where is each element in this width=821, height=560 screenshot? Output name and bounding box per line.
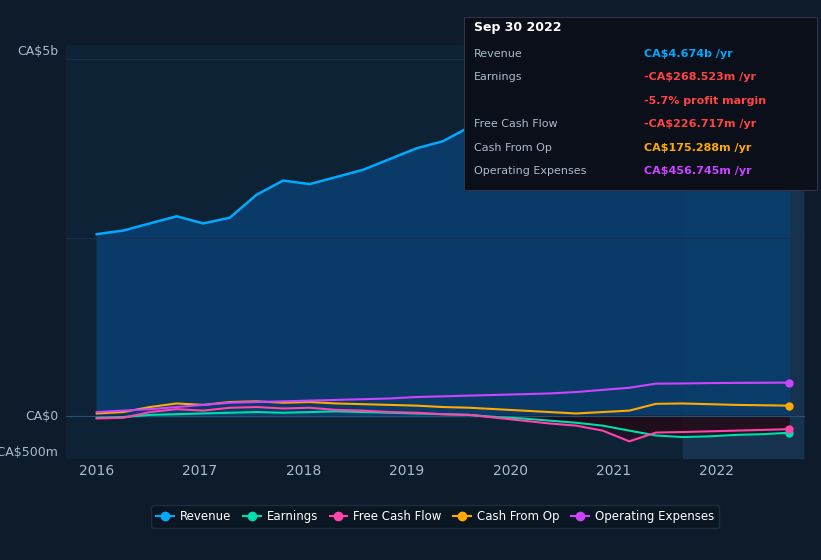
Text: -5.7% profit margin: -5.7% profit margin [644, 96, 767, 106]
Text: Free Cash Flow: Free Cash Flow [474, 119, 557, 129]
Text: CA$456.745m /yr: CA$456.745m /yr [644, 166, 752, 176]
Text: CA$5b: CA$5b [17, 45, 58, 58]
Text: -CA$226.717m /yr: -CA$226.717m /yr [644, 119, 757, 129]
Text: -CA$268.523m /yr: -CA$268.523m /yr [644, 72, 756, 82]
Text: -CA$500m: -CA$500m [0, 446, 58, 459]
Text: Operating Expenses: Operating Expenses [474, 166, 586, 176]
Bar [682, 45, 802, 459]
Text: Cash From Op: Cash From Op [474, 143, 552, 153]
Text: Sep 30 2022: Sep 30 2022 [474, 21, 562, 34]
Text: CA$0: CA$0 [25, 410, 58, 423]
Text: Earnings: Earnings [474, 72, 522, 82]
Text: Revenue: Revenue [474, 49, 522, 59]
Text: CA$175.288m /yr: CA$175.288m /yr [644, 143, 752, 153]
Legend: Revenue, Earnings, Free Cash Flow, Cash From Op, Operating Expenses: Revenue, Earnings, Free Cash Flow, Cash … [151, 506, 719, 528]
Text: CA$4.674b /yr: CA$4.674b /yr [644, 49, 733, 59]
